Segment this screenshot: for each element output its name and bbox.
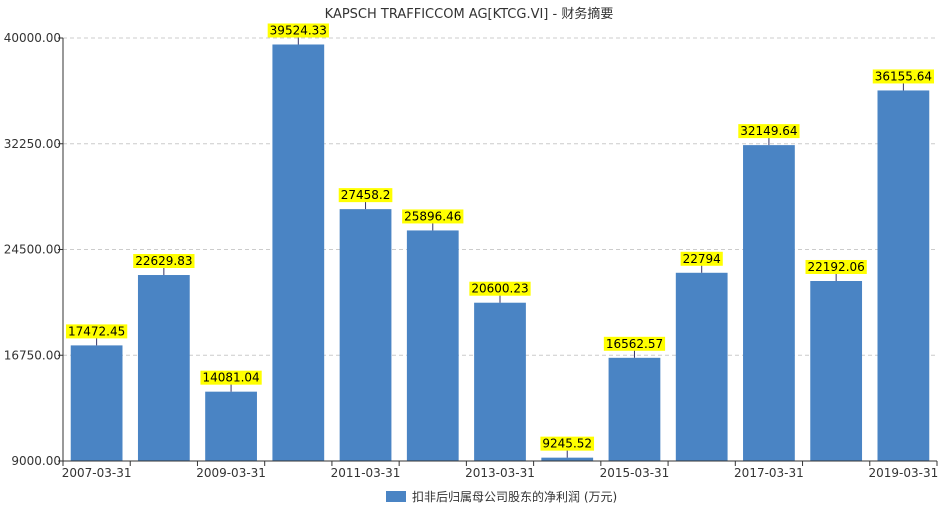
bar[interactable] <box>474 302 526 461</box>
data-label-background <box>872 69 935 84</box>
data-label-background <box>805 259 867 274</box>
x-tick-label: 2013-03-31 <box>465 466 535 480</box>
bar[interactable] <box>810 280 863 461</box>
data-label: 16562.57 <box>606 337 663 351</box>
data-label-background <box>338 188 393 203</box>
y-tick-label: 16750.00 <box>4 348 61 362</box>
bar[interactable] <box>272 44 325 461</box>
bar[interactable] <box>205 391 257 461</box>
y-tick-label: 40000.00 <box>4 31 61 45</box>
data-label: 17472.45 <box>68 324 125 338</box>
data-label: 32149.64 <box>740 124 797 138</box>
legend-swatch <box>386 491 406 502</box>
bar[interactable] <box>877 90 930 461</box>
axes <box>62 38 937 462</box>
data-label: 22192.06 <box>808 260 865 274</box>
y-tick-label: 9000.00 <box>11 454 61 468</box>
data-label: 22629.83 <box>135 254 192 268</box>
x-tick-label: 2015-03-31 <box>600 466 670 480</box>
legend-label: 扣非后归属母公司股东的净利润 (万元) <box>412 489 617 504</box>
data-label-background <box>680 251 723 266</box>
bar[interactable] <box>675 272 728 461</box>
data-label-background <box>267 23 329 38</box>
bar[interactable] <box>70 345 123 461</box>
data-label: 22794 <box>683 252 721 266</box>
data-label: 39524.33 <box>270 23 327 37</box>
bar[interactable] <box>406 230 459 461</box>
y-axis-ticks: 9000.00 16750.00 24500.00 32250.00 40000.00 <box>4 31 63 468</box>
x-tick-label: 2009-03-31 <box>196 466 266 480</box>
x-tick-label: 2007-03-31 <box>62 466 132 480</box>
data-label-background <box>200 370 262 385</box>
data-label-background <box>469 281 531 296</box>
data-label-background <box>738 124 800 139</box>
bar[interactable] <box>339 209 392 461</box>
bar[interactable] <box>137 275 190 461</box>
legend[interactable]: 扣非后归属母公司股东的净利润 (万元) <box>386 489 617 504</box>
bar[interactable] <box>608 357 661 461</box>
data-label: 9245.52 <box>542 437 592 451</box>
data-label: 27458.2 <box>341 188 391 202</box>
y-tick-label: 24500.00 <box>4 243 61 257</box>
bar[interactable] <box>541 457 594 461</box>
x-tick-label: 2017-03-31 <box>734 466 804 480</box>
data-label: 14081.04 <box>202 371 259 385</box>
data-label-background <box>603 336 666 351</box>
data-labels: 17472.45 22629.83 14081.04 39524.33 27458.2 2… <box>65 23 935 458</box>
data-label-background <box>133 254 195 269</box>
y-tick-label: 32250.00 <box>4 137 61 151</box>
data-label-background <box>402 209 464 224</box>
x-axis-ticks: 2007-03-31 2009-03-31 2011-03-31 2013-03-31… <box>62 461 938 480</box>
chart-title: KAPSCH TRAFFICCOM AG[KTCG.VI] - 财务摘要 <box>325 6 614 22</box>
data-label-background <box>540 436 595 451</box>
x-tick-label: 2011-03-31 <box>331 466 401 480</box>
data-label: 20600.23 <box>471 282 528 296</box>
data-label: 25896.46 <box>404 209 461 223</box>
bars <box>70 44 930 461</box>
data-label: 36155.64 <box>875 69 932 83</box>
x-tick-label: 2019-03-31 <box>869 466 938 480</box>
bar[interactable] <box>743 145 795 461</box>
data-label-background <box>65 324 128 339</box>
